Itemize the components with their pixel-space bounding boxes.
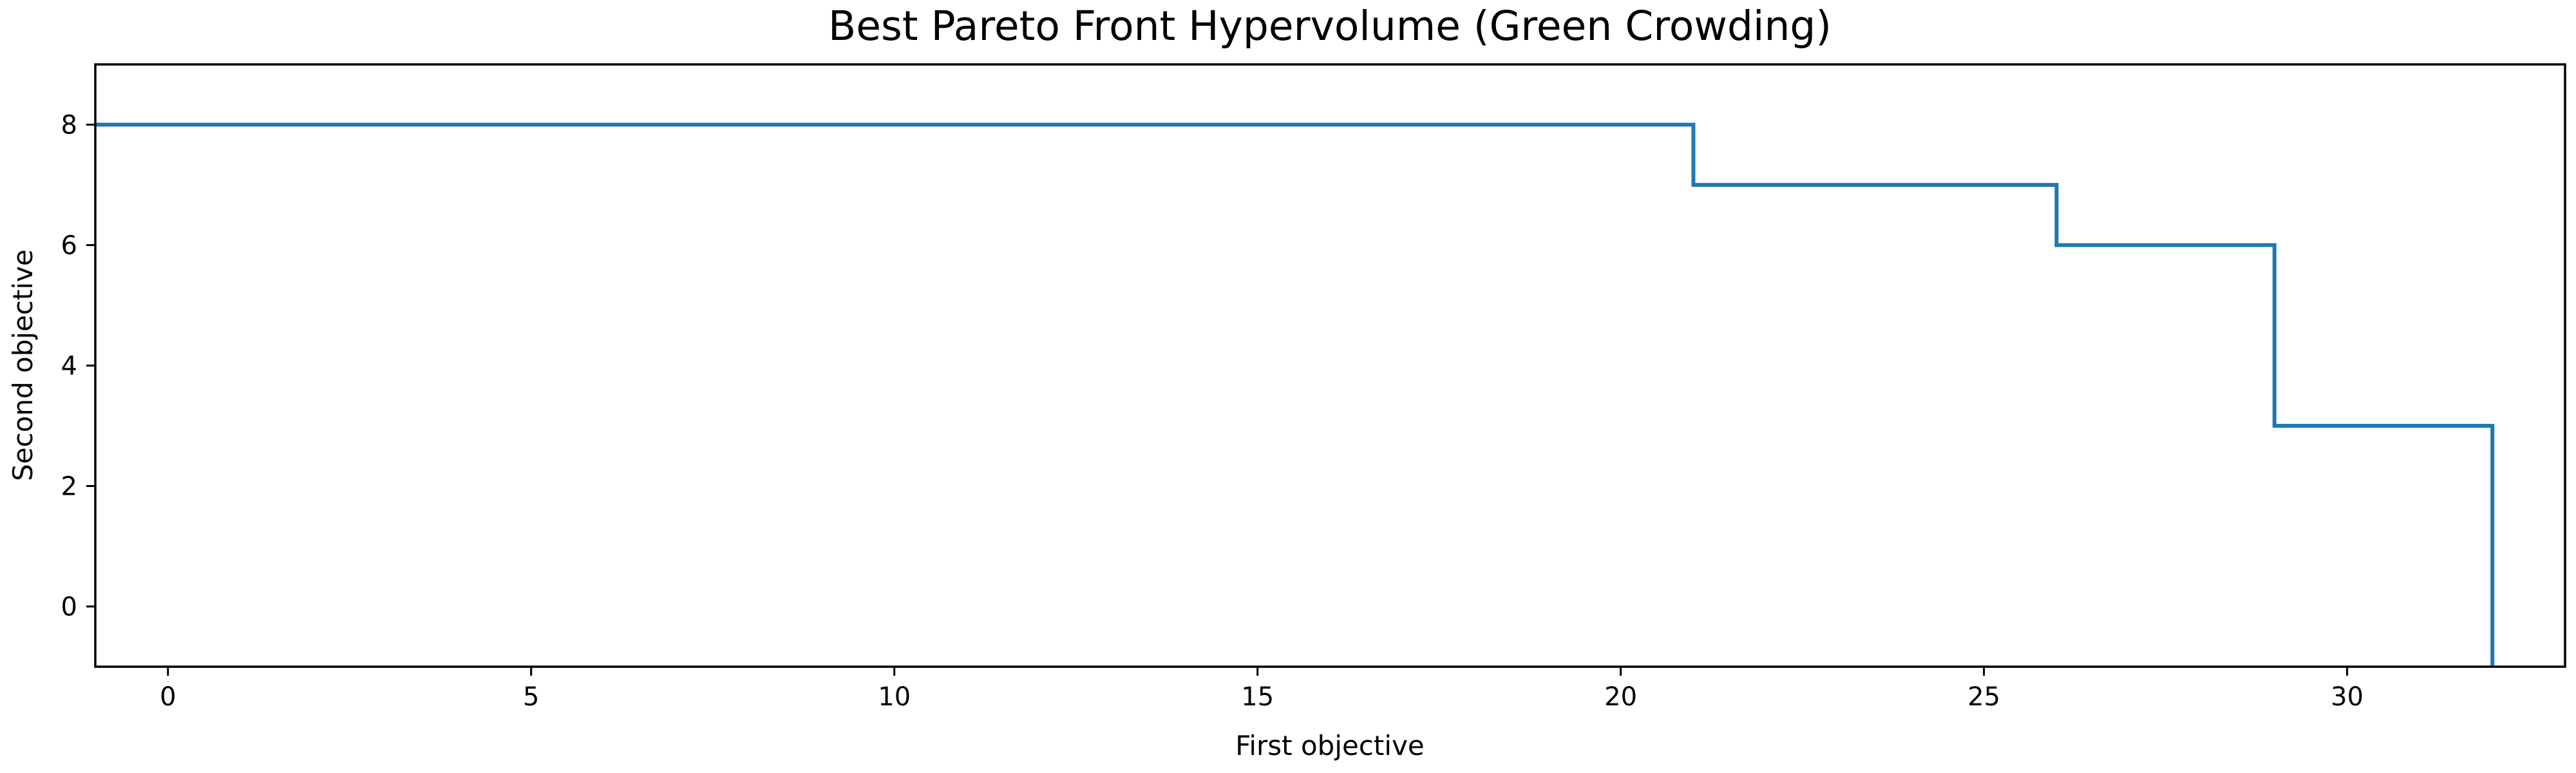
x-tick-label: 25	[1967, 682, 2000, 712]
chart-title: Best Pareto Front Hypervolume (Green Cro…	[828, 3, 1832, 50]
pareto-front-step-line	[95, 122, 2495, 667]
x-tick-label: 20	[1604, 682, 1637, 712]
x-tick-label: 0	[160, 682, 176, 712]
x-axis-ticks: 0 5 10 15 20 25 30	[160, 667, 2363, 712]
x-axis-label: First objective	[1235, 730, 1425, 761]
plot-frame	[94, 63, 2566, 668]
x-tick-label: 15	[1241, 682, 1274, 712]
y-axis-ticks: 0 2 4 6 8	[61, 111, 95, 622]
y-tick-label: 8	[61, 111, 77, 140]
y-tick-label: 4	[61, 352, 77, 381]
series-layer	[95, 122, 2495, 667]
x-tick-label: 30	[2331, 682, 2363, 712]
y-axis-label: Second objective	[7, 249, 39, 481]
x-tick-label: 10	[878, 682, 911, 712]
y-tick-label: 0	[61, 593, 77, 622]
y-tick-label: 2	[61, 472, 77, 502]
x-tick-label: 5	[523, 682, 539, 712]
y-tick-label: 6	[61, 231, 77, 261]
